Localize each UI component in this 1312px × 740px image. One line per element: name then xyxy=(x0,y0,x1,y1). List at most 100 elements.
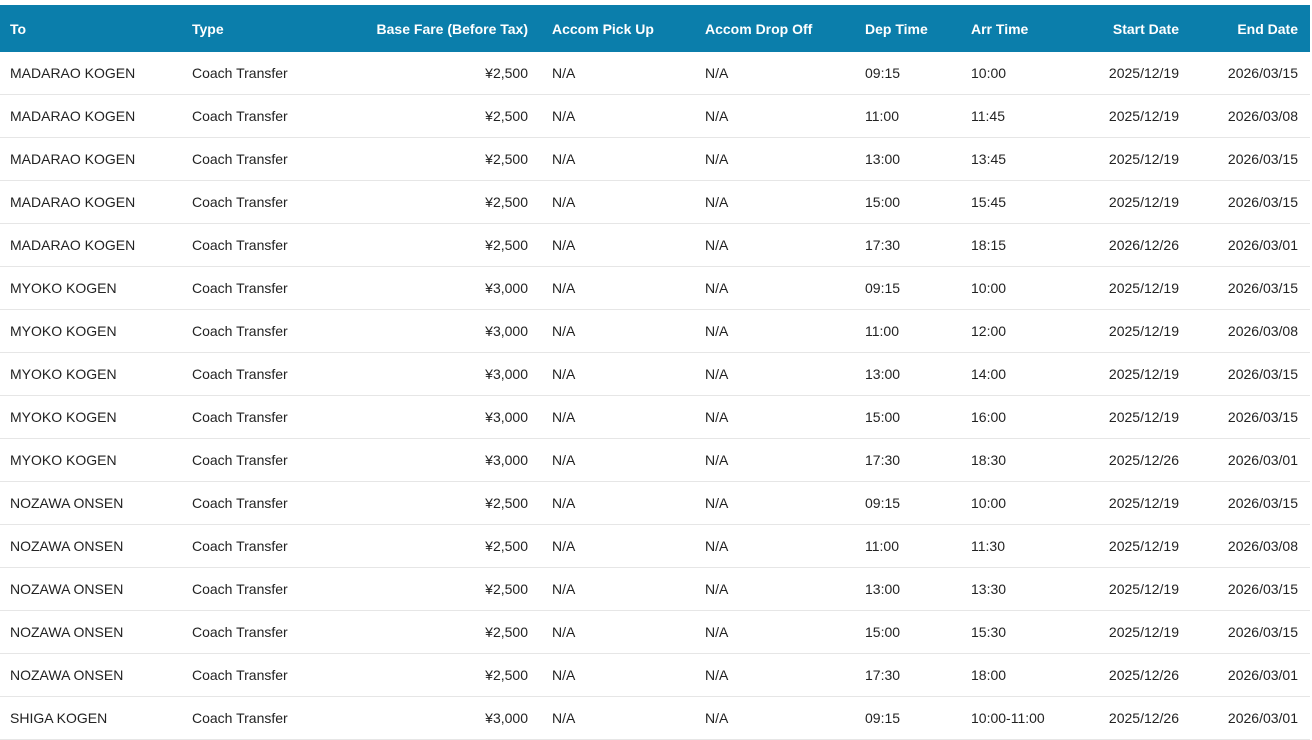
cell-base-fare: ¥3,000 xyxy=(332,266,542,310)
cell-to: MYOKO KOGEN xyxy=(0,438,182,482)
cell-end-date: 2026/03/01 xyxy=(1191,438,1310,482)
cell-to: NOZAWA ONSEN xyxy=(0,524,182,568)
table-row: MADARAO KOGEN Coach Transfer ¥2,500 N/A N/A 1… xyxy=(0,223,1310,267)
cell-accom-pick-up: N/A xyxy=(542,266,695,310)
cell-accom-drop-off: N/A xyxy=(695,180,855,224)
cell-type: Coach Transfer xyxy=(182,94,332,138)
table-row: NOZAWA ONSEN Coach Transfer ¥2,500 N/A N/A 09… xyxy=(0,481,1310,525)
cell-accom-drop-off: N/A xyxy=(695,94,855,138)
cell-to: NOZAWA ONSEN xyxy=(0,653,182,697)
table-row: MYOKO KOGEN Coach Transfer ¥3,000 N/A N/A 17:… xyxy=(0,438,1310,482)
cell-start-date: 2025/12/19 xyxy=(1071,395,1191,439)
cell-to: MADARAO KOGEN xyxy=(0,52,182,95)
cell-start-date: 2025/12/19 xyxy=(1071,524,1191,568)
table-row: MYOKO KOGEN Coach Transfer ¥3,000 N/A N/A 15:… xyxy=(0,395,1310,439)
cell-accom-pick-up: N/A xyxy=(542,524,695,568)
cell-accom-drop-off: N/A xyxy=(695,137,855,181)
cell-to: NOZAWA ONSEN xyxy=(0,610,182,654)
cell-end-date: 2026/03/08 xyxy=(1191,309,1310,353)
cell-base-fare: ¥3,000 xyxy=(332,309,542,353)
cell-arr-time: 15:45 xyxy=(961,180,1071,224)
column-header-base-fare[interactable]: Base Fare (Before Tax) xyxy=(376,20,528,37)
column-header-to[interactable]: To xyxy=(10,20,27,37)
cell-accom-drop-off: N/A xyxy=(695,610,855,654)
column-header-accom-pick-up[interactable]: Accom Pick Up xyxy=(552,20,654,37)
cell-accom-drop-off: N/A xyxy=(695,223,855,267)
cell-start-date: 2025/12/19 xyxy=(1071,137,1191,181)
cell-to: MYOKO KOGEN xyxy=(0,309,182,353)
cell-type: Coach Transfer xyxy=(182,309,332,353)
cell-base-fare: ¥2,500 xyxy=(332,94,542,138)
cell-start-date: 2025/12/19 xyxy=(1071,266,1191,310)
cell-dep-time: 17:30 xyxy=(855,653,961,697)
cell-dep-time: 11:00 xyxy=(855,94,961,138)
cell-to: MYOKO KOGEN xyxy=(0,395,182,439)
cell-end-date: 2026/03/15 xyxy=(1191,395,1310,439)
cell-base-fare: ¥3,000 xyxy=(332,395,542,439)
cell-arr-time: 11:30 xyxy=(961,524,1071,568)
column-header-type[interactable]: Type xyxy=(192,20,224,37)
cell-start-date: 2026/12/26 xyxy=(1071,223,1191,267)
cell-accom-pick-up: N/A xyxy=(542,438,695,482)
cell-arr-time: 10:00 xyxy=(961,481,1071,525)
cell-to: MADARAO KOGEN xyxy=(0,223,182,267)
table-row: MADARAO KOGEN Coach Transfer ¥2,500 N/A N/A 1… xyxy=(0,137,1310,181)
cell-dep-time: 11:00 xyxy=(855,309,961,353)
cell-end-date: 2026/03/01 xyxy=(1191,223,1310,267)
table-row: MADARAO KOGEN Coach Transfer ¥2,500 N/A N/A 0… xyxy=(0,52,1310,95)
cell-accom-pick-up: N/A xyxy=(542,567,695,611)
cell-type: Coach Transfer xyxy=(182,567,332,611)
cell-accom-pick-up: N/A xyxy=(542,180,695,224)
table-row: MADARAO KOGEN Coach Transfer ¥2,500 N/A N/A 1… xyxy=(0,180,1310,224)
cell-end-date: 2026/03/01 xyxy=(1191,653,1310,697)
cell-accom-drop-off: N/A xyxy=(695,395,855,439)
table-header-row: To Type Base Fare (Before Tax) Accom Pic… xyxy=(0,5,1310,52)
table-row: MYOKO KOGEN Coach Transfer ¥3,000 N/A N/A 13:… xyxy=(0,352,1310,396)
cell-dep-time: 15:00 xyxy=(855,180,961,224)
cell-base-fare: ¥2,500 xyxy=(332,524,542,568)
cell-accom-drop-off: N/A xyxy=(695,696,855,740)
cell-accom-drop-off: N/A xyxy=(695,438,855,482)
cell-type: Coach Transfer xyxy=(182,266,332,310)
cell-start-date: 2025/12/19 xyxy=(1071,567,1191,611)
cell-start-date: 2025/12/19 xyxy=(1071,352,1191,396)
cell-start-date: 2025/12/19 xyxy=(1071,180,1191,224)
column-header-end-date[interactable]: End Date xyxy=(1237,20,1298,37)
cell-type: Coach Transfer xyxy=(182,438,332,482)
column-header-start-date[interactable]: Start Date xyxy=(1112,20,1179,37)
table-body: MADARAO KOGEN Coach Transfer ¥2,500 N/A N/A 0… xyxy=(0,52,1310,740)
cell-type: Coach Transfer xyxy=(182,653,332,697)
cell-type: Coach Transfer xyxy=(182,395,332,439)
cell-accom-pick-up: N/A xyxy=(542,137,695,181)
table-row: SHIGA KOGEN Coach Transfer ¥3,000 N/A N/A 09:… xyxy=(0,696,1310,740)
table-row: MYOKO KOGEN Coach Transfer ¥3,000 N/A N/A 11:… xyxy=(0,309,1310,353)
cell-base-fare: ¥2,500 xyxy=(332,180,542,224)
cell-accom-pick-up: N/A xyxy=(542,223,695,267)
cell-accom-pick-up: N/A xyxy=(542,52,695,95)
cell-start-date: 2025/12/19 xyxy=(1071,610,1191,654)
cell-end-date: 2026/03/08 xyxy=(1191,524,1310,568)
cell-accom-pick-up: N/A xyxy=(542,395,695,439)
cell-base-fare: ¥2,500 xyxy=(332,137,542,181)
cell-to: NOZAWA ONSEN xyxy=(0,567,182,611)
cell-arr-time: 18:00 xyxy=(961,653,1071,697)
cell-dep-time: 15:00 xyxy=(855,610,961,654)
cell-arr-time: 16:00 xyxy=(961,395,1071,439)
column-header-arr-time[interactable]: Arr Time xyxy=(971,20,1029,37)
cell-accom-pick-up: N/A xyxy=(542,352,695,396)
cell-dep-time: 17:30 xyxy=(855,438,961,482)
cell-accom-drop-off: N/A xyxy=(695,567,855,611)
cell-end-date: 2026/03/15 xyxy=(1191,481,1310,525)
cell-dep-time: 13:00 xyxy=(855,352,961,396)
cell-base-fare: ¥3,000 xyxy=(332,696,542,740)
cell-accom-pick-up: N/A xyxy=(542,653,695,697)
table-row: NOZAWA ONSEN Coach Transfer ¥2,500 N/A N/A 13… xyxy=(0,567,1310,611)
cell-start-date: 2025/12/26 xyxy=(1071,696,1191,740)
column-header-accom-drop-off[interactable]: Accom Drop Off xyxy=(705,20,813,37)
cell-type: Coach Transfer xyxy=(182,52,332,95)
cell-type: Coach Transfer xyxy=(182,180,332,224)
table-row: NOZAWA ONSEN Coach Transfer ¥2,500 N/A N/A 15… xyxy=(0,610,1310,654)
cell-accom-pick-up: N/A xyxy=(542,481,695,525)
column-header-dep-time[interactable]: Dep Time xyxy=(865,20,928,37)
cell-dep-time: 13:00 xyxy=(855,137,961,181)
